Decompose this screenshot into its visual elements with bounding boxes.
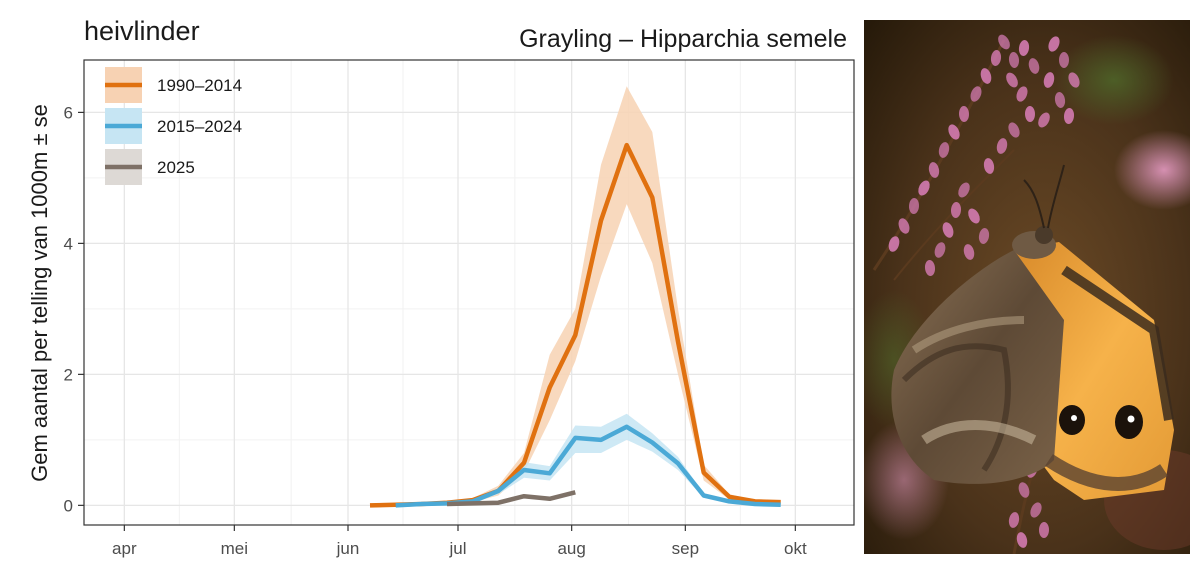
- heather-flower: [996, 138, 1008, 154]
- heather-flower: [963, 244, 975, 260]
- series-lines: [369, 142, 781, 508]
- heather-flower: [1018, 40, 1030, 56]
- heather-flower: [888, 236, 900, 252]
- legend: 1990–2014 2015–2024 2025: [105, 67, 242, 185]
- legend-label: 2025: [157, 158, 195, 177]
- heather-flower: [1054, 92, 1066, 108]
- heather-flower: [998, 34, 1010, 50]
- y-tick-label: 0: [64, 496, 73, 515]
- butterfly-photo: [864, 20, 1190, 554]
- y-tick-label: 2: [64, 365, 73, 384]
- x-tick-label: apr: [112, 539, 137, 558]
- heather-flower: [958, 106, 970, 122]
- chart-title-right: Grayling – Hipparchia semele: [519, 25, 847, 53]
- heather-flower: [1008, 122, 1020, 138]
- heather-flower: [1024, 106, 1036, 122]
- heather-flower: [990, 50, 1002, 66]
- heather-flower: [1043, 72, 1055, 88]
- y-axis: 0 2 4 6: [64, 103, 84, 515]
- legend-label: 2015–2024: [157, 117, 242, 136]
- heather-flower: [908, 198, 920, 214]
- x-tick-label: mei: [221, 539, 248, 558]
- heather-flower: [978, 228, 990, 244]
- heather-flower: [980, 68, 992, 84]
- heather-flower: [968, 208, 980, 224]
- y-tick-label: 4: [64, 234, 73, 253]
- heather-flower: [983, 158, 995, 174]
- error-band-series-2: [395, 413, 781, 506]
- x-axis: apr mei jun jul aug sep okt: [112, 525, 807, 558]
- butterfly: [891, 164, 1174, 500]
- chart: apr mei jun jul aug sep okt 0 2 4 6 1990–2014 2015…: [0, 0, 864, 573]
- heather-flower: [1059, 52, 1069, 68]
- heather-flower: [950, 202, 962, 218]
- heather-flower: [958, 182, 970, 198]
- heather-flower: [924, 260, 936, 276]
- heather-flower: [970, 86, 982, 102]
- heather-flower: [948, 124, 960, 140]
- grayling-butterfly-image: [864, 20, 1190, 554]
- heather-flower: [1038, 522, 1050, 538]
- heather-flower: [942, 222, 954, 238]
- x-tick-label: jun: [336, 539, 360, 558]
- heather-flower: [1006, 72, 1018, 88]
- heather-flower: [938, 142, 950, 158]
- heather-flower: [1028, 58, 1040, 74]
- panel-border: [83, 59, 855, 526]
- chart-background: [0, 0, 864, 573]
- heather-flower: [1063, 108, 1075, 124]
- heather-flower: [1038, 112, 1050, 128]
- heather-flower: [898, 218, 910, 234]
- heather-flower: [1030, 502, 1042, 518]
- heather-flower: [1008, 52, 1020, 68]
- x-tick-label: jul: [448, 539, 466, 558]
- heather-flower: [928, 162, 940, 178]
- heather-flower: [1008, 512, 1020, 528]
- x-tick-label: okt: [784, 539, 807, 558]
- heather-flower: [1016, 86, 1028, 102]
- y-axis-label: Gem aantal per telling van 1000m ± se: [27, 104, 52, 482]
- series-line-3: [446, 490, 576, 507]
- heather-flower: [918, 180, 930, 196]
- legend-label: 1990–2014: [157, 76, 242, 95]
- grid: [84, 60, 854, 525]
- y-tick-label: 6: [64, 103, 73, 122]
- heather-flower: [1018, 482, 1030, 498]
- heather-flower: [1048, 36, 1060, 52]
- heather-flower: [1016, 532, 1028, 548]
- heather-flower: [934, 242, 946, 258]
- chart-title-left: heivlinder: [84, 16, 200, 46]
- error-bands: [370, 86, 781, 506]
- x-tick-label: sep: [672, 539, 699, 558]
- heather-flower: [1068, 72, 1080, 88]
- x-tick-label: aug: [557, 539, 585, 558]
